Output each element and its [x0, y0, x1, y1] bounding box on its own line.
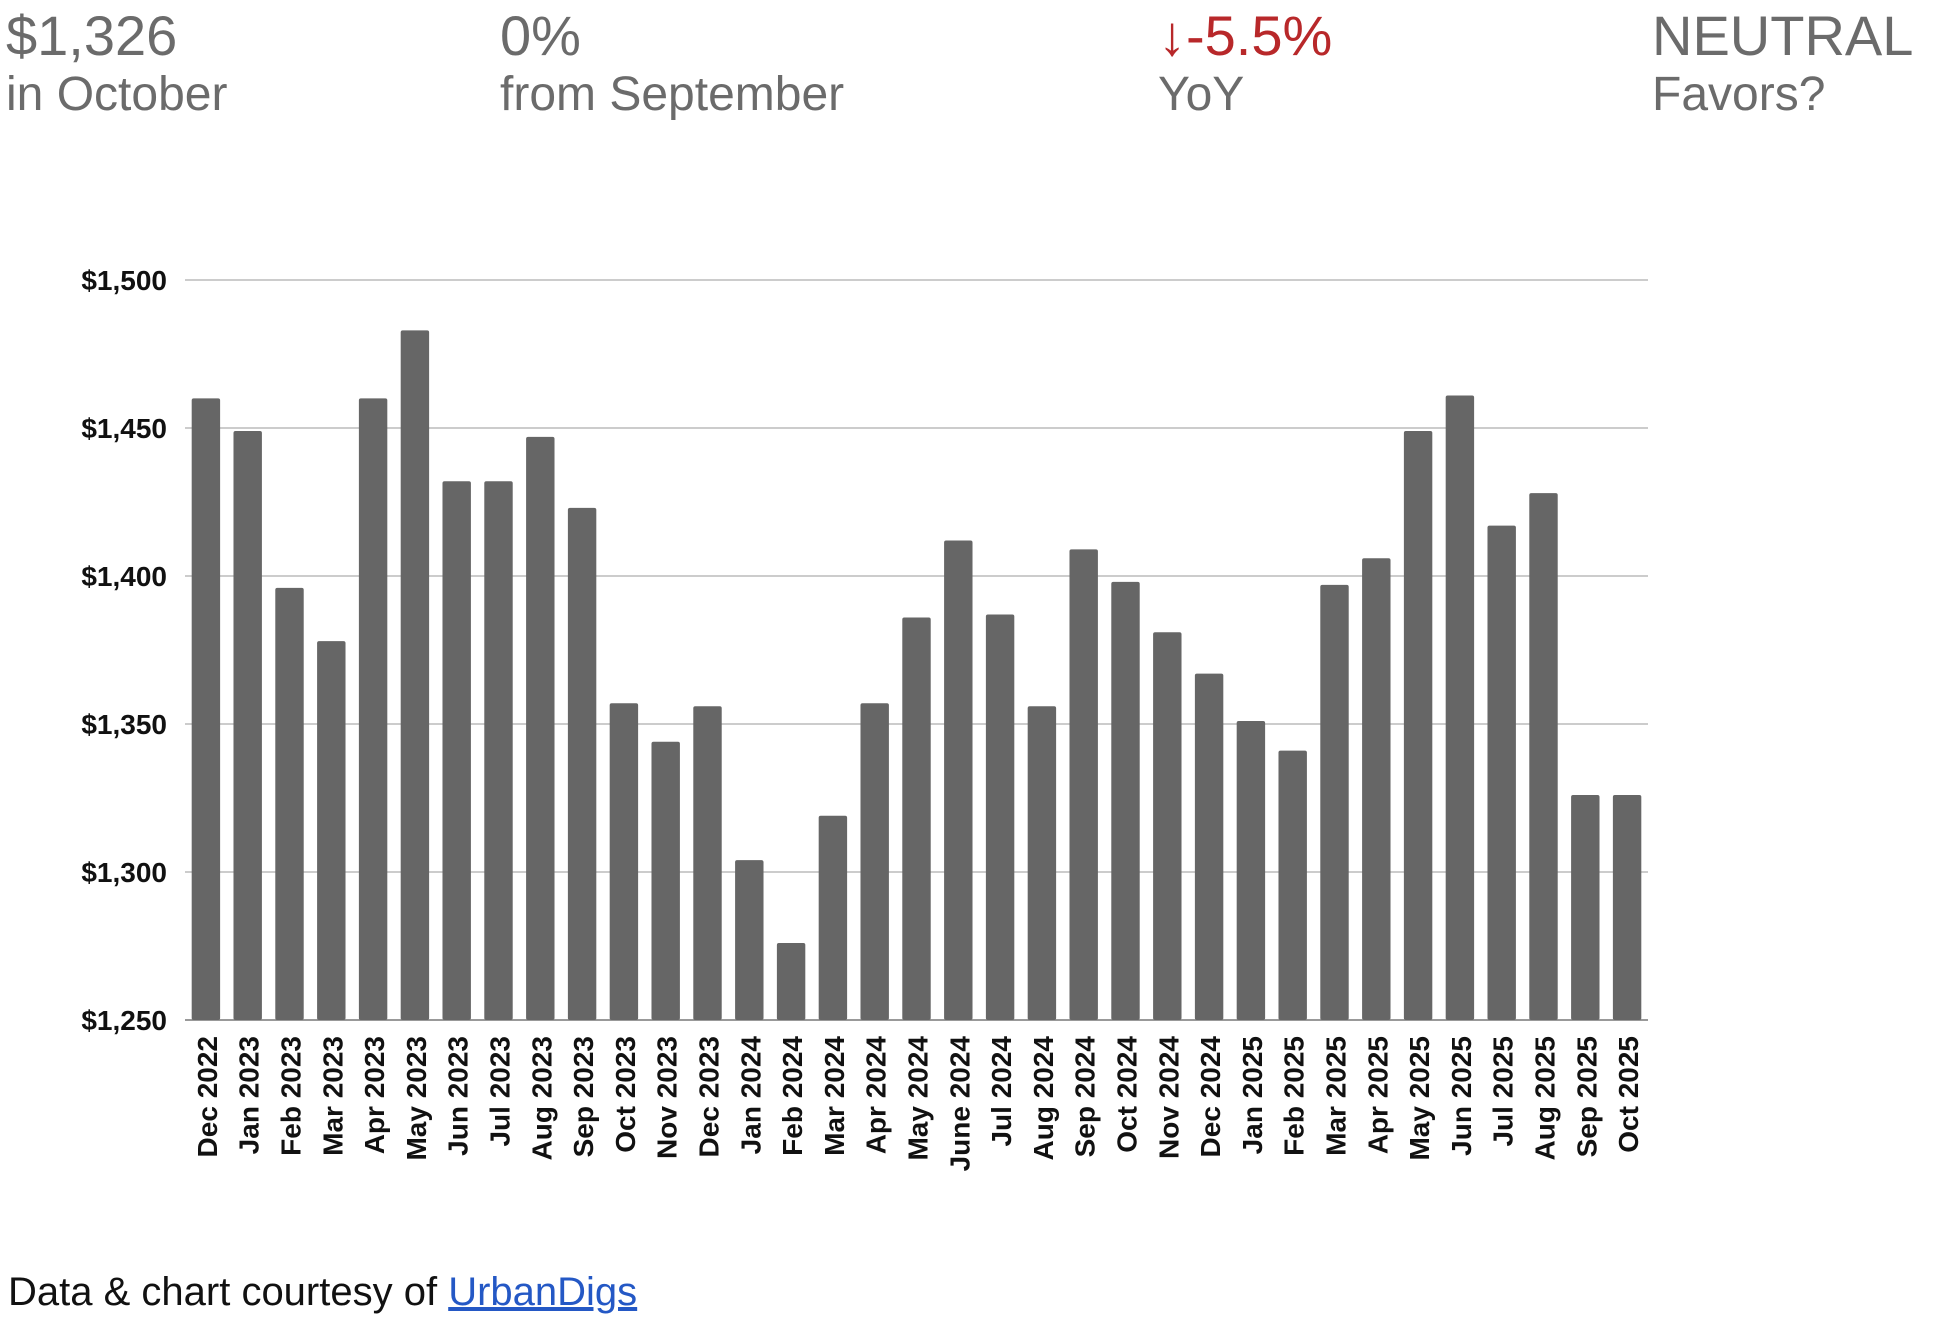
y-tick-label: $1,300	[81, 857, 167, 888]
x-tick-label: Aug 2025	[1530, 1036, 1561, 1161]
bar	[1069, 549, 1098, 1020]
bar	[985, 614, 1015, 1020]
bar	[1236, 721, 1266, 1020]
bar-chart: $1,250 $1,300 $1,350 $1,400 $1,450 $1,500 Dec…	[81, 265, 1648, 1172]
y-tick-label: $1,400	[81, 561, 167, 592]
bar	[818, 815, 848, 1020]
bar	[526, 436, 555, 1020]
bar	[902, 617, 931, 1020]
bar	[1571, 795, 1600, 1020]
x-tick-label: Apr 2024	[861, 1036, 892, 1155]
bar	[484, 481, 513, 1020]
x-tick-label: Apr 2023	[359, 1036, 390, 1154]
x-tick-label: Mar 2024	[819, 1036, 850, 1156]
y-tick-label: $1,500	[81, 265, 167, 296]
y-tick-label: $1,450	[81, 413, 167, 444]
footer-text: Data & chart courtesy of	[8, 1270, 449, 1314]
x-tick-label: Dec 2024	[1195, 1036, 1226, 1158]
bar	[358, 398, 388, 1020]
x-tick-label: May 2024	[903, 1036, 934, 1161]
y-tick-label: $1,250	[81, 1005, 167, 1036]
x-tick-label: Nov 2023	[652, 1036, 683, 1159]
stat-price-label: in October	[6, 68, 228, 121]
stat-mom-value: 0%	[500, 4, 581, 67]
bar	[1487, 525, 1516, 1020]
bar	[1153, 632, 1182, 1020]
x-tick-label: Aug 2024	[1028, 1036, 1059, 1161]
bar	[442, 481, 471, 1020]
x-tick-label: Jan 2023	[234, 1036, 265, 1154]
stat-favors: NEUTRAL Favors?	[1652, 6, 1913, 124]
bar	[860, 703, 889, 1020]
x-tick-label: Jun 2025	[1446, 1036, 1477, 1156]
x-tick-label: Sep 2023	[568, 1036, 599, 1157]
bar	[1403, 430, 1433, 1020]
x-tick-label: Dec 2022	[192, 1036, 223, 1157]
bar	[776, 943, 806, 1020]
x-tick-label: Jul 2024	[986, 1036, 1017, 1147]
x-tick-label: Oct 2025	[1613, 1036, 1644, 1153]
bar	[1320, 584, 1349, 1020]
x-tick-label: Jul 2023	[485, 1036, 516, 1147]
urbandigs-link[interactable]: UrbanDigs	[448, 1270, 638, 1314]
bar	[693, 706, 722, 1020]
x-tick-label: Jan 2024	[735, 1036, 766, 1155]
x-tick-label: Oct 2024	[1112, 1036, 1143, 1153]
stat-favors-label: Favors?	[1652, 68, 1826, 121]
x-tick-label: Sep 2025	[1571, 1036, 1602, 1157]
y-axis-ticks: $1,250 $1,300 $1,350 $1,400 $1,450 $1,500	[81, 265, 167, 1036]
x-tick-label: Dec 2023	[694, 1036, 725, 1157]
x-tick-label: Feb 2024	[777, 1036, 808, 1156]
x-tick-label: Sep 2024	[1070, 1036, 1101, 1158]
arrow-down-icon: ↓	[1158, 4, 1186, 67]
bar	[275, 587, 304, 1020]
stat-favors-value: NEUTRAL	[1652, 4, 1914, 67]
bar	[317, 641, 346, 1020]
x-tick-label: Mar 2025	[1321, 1036, 1352, 1156]
bar	[735, 860, 764, 1020]
bar	[1612, 795, 1642, 1020]
bar	[1362, 558, 1391, 1020]
x-axis-ticks: Dec 2022 Jan 2023 Feb 2023 Mar 2023 Apr 2023…	[192, 1036, 1644, 1172]
x-tick-label: Feb 2023	[276, 1036, 307, 1156]
stat-yoy: ↓-5.5% YoY	[1158, 6, 1332, 124]
bars	[191, 330, 1642, 1020]
stat-mom-label: from September	[500, 68, 845, 121]
x-tick-label: June 2024	[944, 1036, 975, 1172]
stat-yoy-label: YoY	[1158, 68, 1245, 121]
x-tick-label: Aug 2023	[526, 1036, 557, 1161]
bar	[1278, 750, 1307, 1020]
stat-yoy-value-row: ↓-5.5%	[1158, 6, 1332, 66]
stat-price-value: $1,326	[6, 4, 178, 67]
x-tick-label: May 2023	[401, 1036, 432, 1161]
x-tick-label: Apr 2025	[1362, 1036, 1393, 1154]
x-tick-label: Jul 2025	[1488, 1036, 1519, 1147]
x-tick-label: Oct 2023	[610, 1036, 641, 1153]
stat-price: $1,326 in October	[6, 6, 227, 124]
x-tick-label: Mar 2023	[317, 1036, 348, 1156]
x-tick-label: Jan 2025	[1237, 1036, 1268, 1154]
bar	[609, 703, 639, 1020]
x-tick-label: Jun 2023	[443, 1036, 474, 1156]
bar	[944, 540, 973, 1020]
bar	[567, 507, 597, 1020]
x-tick-label: Nov 2024	[1153, 1036, 1184, 1159]
bar	[191, 398, 221, 1020]
x-tick-label: Feb 2025	[1279, 1036, 1310, 1156]
bar	[1445, 395, 1475, 1020]
stat-yoy-value: -5.5%	[1186, 4, 1333, 67]
bar	[1529, 493, 1558, 1020]
bar	[1111, 581, 1140, 1020]
bar	[1027, 706, 1057, 1020]
bar	[1194, 673, 1224, 1020]
y-tick-label: $1,350	[81, 709, 167, 740]
x-tick-label: May 2025	[1404, 1036, 1435, 1161]
bar	[651, 741, 680, 1020]
bar	[400, 330, 430, 1020]
bar	[233, 430, 262, 1020]
footer-credit: Data & chart courtesy of UrbanDigs	[8, 1270, 637, 1315]
stat-mom: 0% from September	[500, 6, 844, 124]
